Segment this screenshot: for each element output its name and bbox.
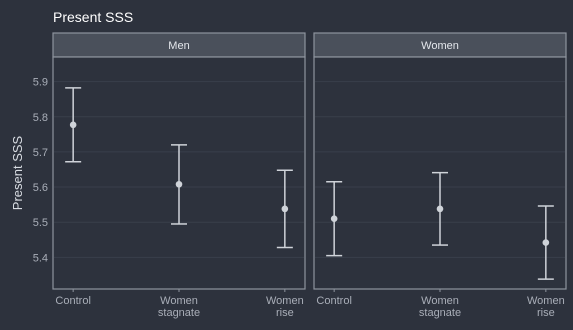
y-tick-label: 5.6 [33, 182, 48, 194]
y-tick-label: 5.9 [33, 77, 48, 89]
x-tick-label: stagnate [158, 307, 200, 319]
y-tick-labels: 5.4 5.5 5.6 5.7 5.8 5.9 [33, 77, 48, 265]
x-tick-label: rise [276, 307, 294, 319]
error-bar [326, 181, 343, 257]
x-tick-label: Control [316, 295, 351, 307]
data-point [175, 180, 183, 188]
error-bar [432, 171, 448, 246]
chart-title: Present SSS [53, 9, 133, 25]
error-bar [65, 87, 82, 163]
x-tick-label: Women [421, 295, 459, 307]
y-tick-label: 5.5 [33, 217, 48, 229]
data-point [542, 239, 550, 246]
x-tick-label: Women [266, 295, 304, 307]
x-tick-label: Women [527, 295, 565, 307]
facet-strip-label: Men [168, 40, 189, 52]
y-axis-label: Present SSS [10, 135, 25, 210]
error-bar [171, 144, 187, 225]
x-tick-label: rise [537, 307, 555, 319]
error-bar [276, 169, 293, 249]
facet-strip [52, 32, 306, 58]
y-tick-label: 5.8 [33, 112, 48, 124]
y-tick-label: 5.7 [33, 147, 48, 159]
facet-strip-label: Women [421, 40, 459, 52]
x-tick-label: stagnate [419, 307, 461, 319]
data-point [330, 215, 338, 222]
facet-strip [313, 32, 567, 58]
x-tick-label: Women [160, 295, 198, 307]
y-tick-label: 5.4 [33, 252, 48, 264]
data-point [69, 121, 77, 129]
error-bar [537, 205, 554, 280]
data-point [281, 205, 289, 213]
data-point [436, 205, 444, 213]
x-tick-label: Control [55, 295, 90, 307]
